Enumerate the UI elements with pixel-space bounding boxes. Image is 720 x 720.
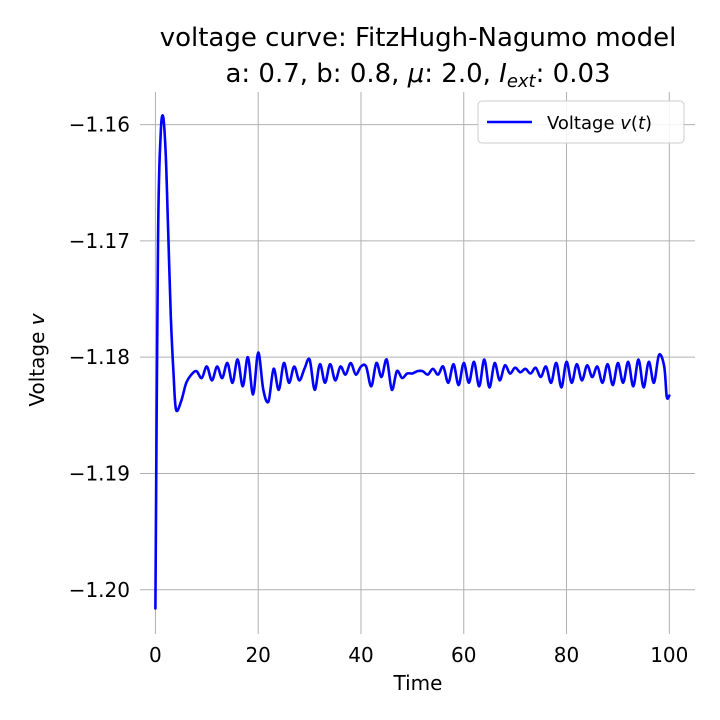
x-axis-label: Time [393, 671, 443, 695]
chart-subtitle: a: 0.7, b: 0.8, μ: 2.0, Iext: 0.03 [225, 59, 610, 92]
y-axis-label: Voltage v [25, 312, 49, 406]
y-tick-label: −1.20 [69, 578, 130, 602]
x-tick-labels: 0 20 40 60 80 100 [149, 643, 688, 667]
x-tick-label: 60 [451, 643, 476, 667]
legend: Voltage v(t) [477, 100, 685, 144]
x-tick-label: 0 [149, 643, 162, 667]
y-tick-label: −1.17 [69, 229, 130, 253]
chart-title: voltage curve: FitzHugh-Nagumo model [160, 23, 677, 53]
x-tick-label: 20 [245, 643, 270, 667]
x-tick-label: 80 [554, 643, 579, 667]
y-tick-labels: −1.16 −1.17 −1.18 −1.19 −1.20 [69, 113, 130, 602]
y-tick-label: −1.19 [69, 461, 130, 485]
x-tick-label: 40 [348, 643, 373, 667]
x-tick-label: 100 [650, 643, 688, 667]
series-line-voltage [154, 114, 671, 610]
legend-label: Voltage v(t) [547, 113, 652, 134]
y-tick-label: −1.16 [69, 113, 130, 137]
legend-box [477, 100, 685, 144]
y-tick-label: −1.18 [69, 345, 130, 369]
